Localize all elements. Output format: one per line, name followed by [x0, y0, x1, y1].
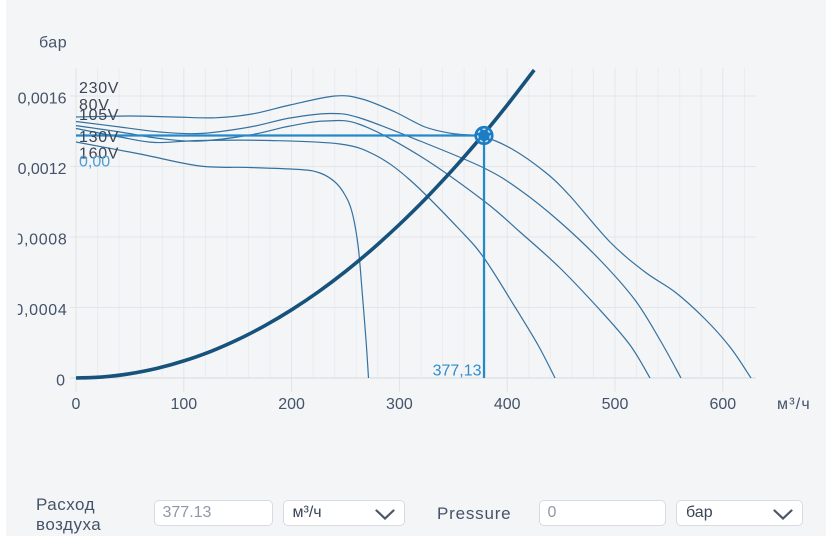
svg-text:600: 600 — [709, 396, 736, 413]
svg-text:105V: 105V — [79, 107, 119, 124]
svg-text:377,13: 377,13 — [433, 363, 482, 380]
svg-text:160V: 160V — [79, 146, 119, 163]
svg-text:0,00: 0,00 — [79, 154, 110, 171]
svg-text:0,0008: 0,0008 — [14, 232, 67, 249]
svg-text:130V: 130V — [79, 129, 119, 146]
svg-text:0,0004: 0,0004 — [14, 302, 67, 319]
svg-text:200: 200 — [278, 396, 305, 413]
svg-text:400: 400 — [494, 396, 521, 413]
svg-text:м³/ч: м³/ч — [777, 396, 811, 413]
svg-text:0,0012: 0,0012 — [18, 161, 67, 178]
svg-text:80V: 80V — [79, 97, 110, 114]
svg-text:0: 0 — [56, 373, 65, 390]
svg-text:230V: 230V — [79, 80, 119, 97]
svg-text:500: 500 — [602, 396, 629, 413]
svg-text:100: 100 — [170, 396, 197, 413]
svg-text:0,0016: 0,0016 — [18, 91, 67, 108]
svg-text:0: 0 — [72, 396, 81, 413]
svg-text:бар: бар — [39, 35, 67, 52]
svg-text:300: 300 — [386, 396, 413, 413]
